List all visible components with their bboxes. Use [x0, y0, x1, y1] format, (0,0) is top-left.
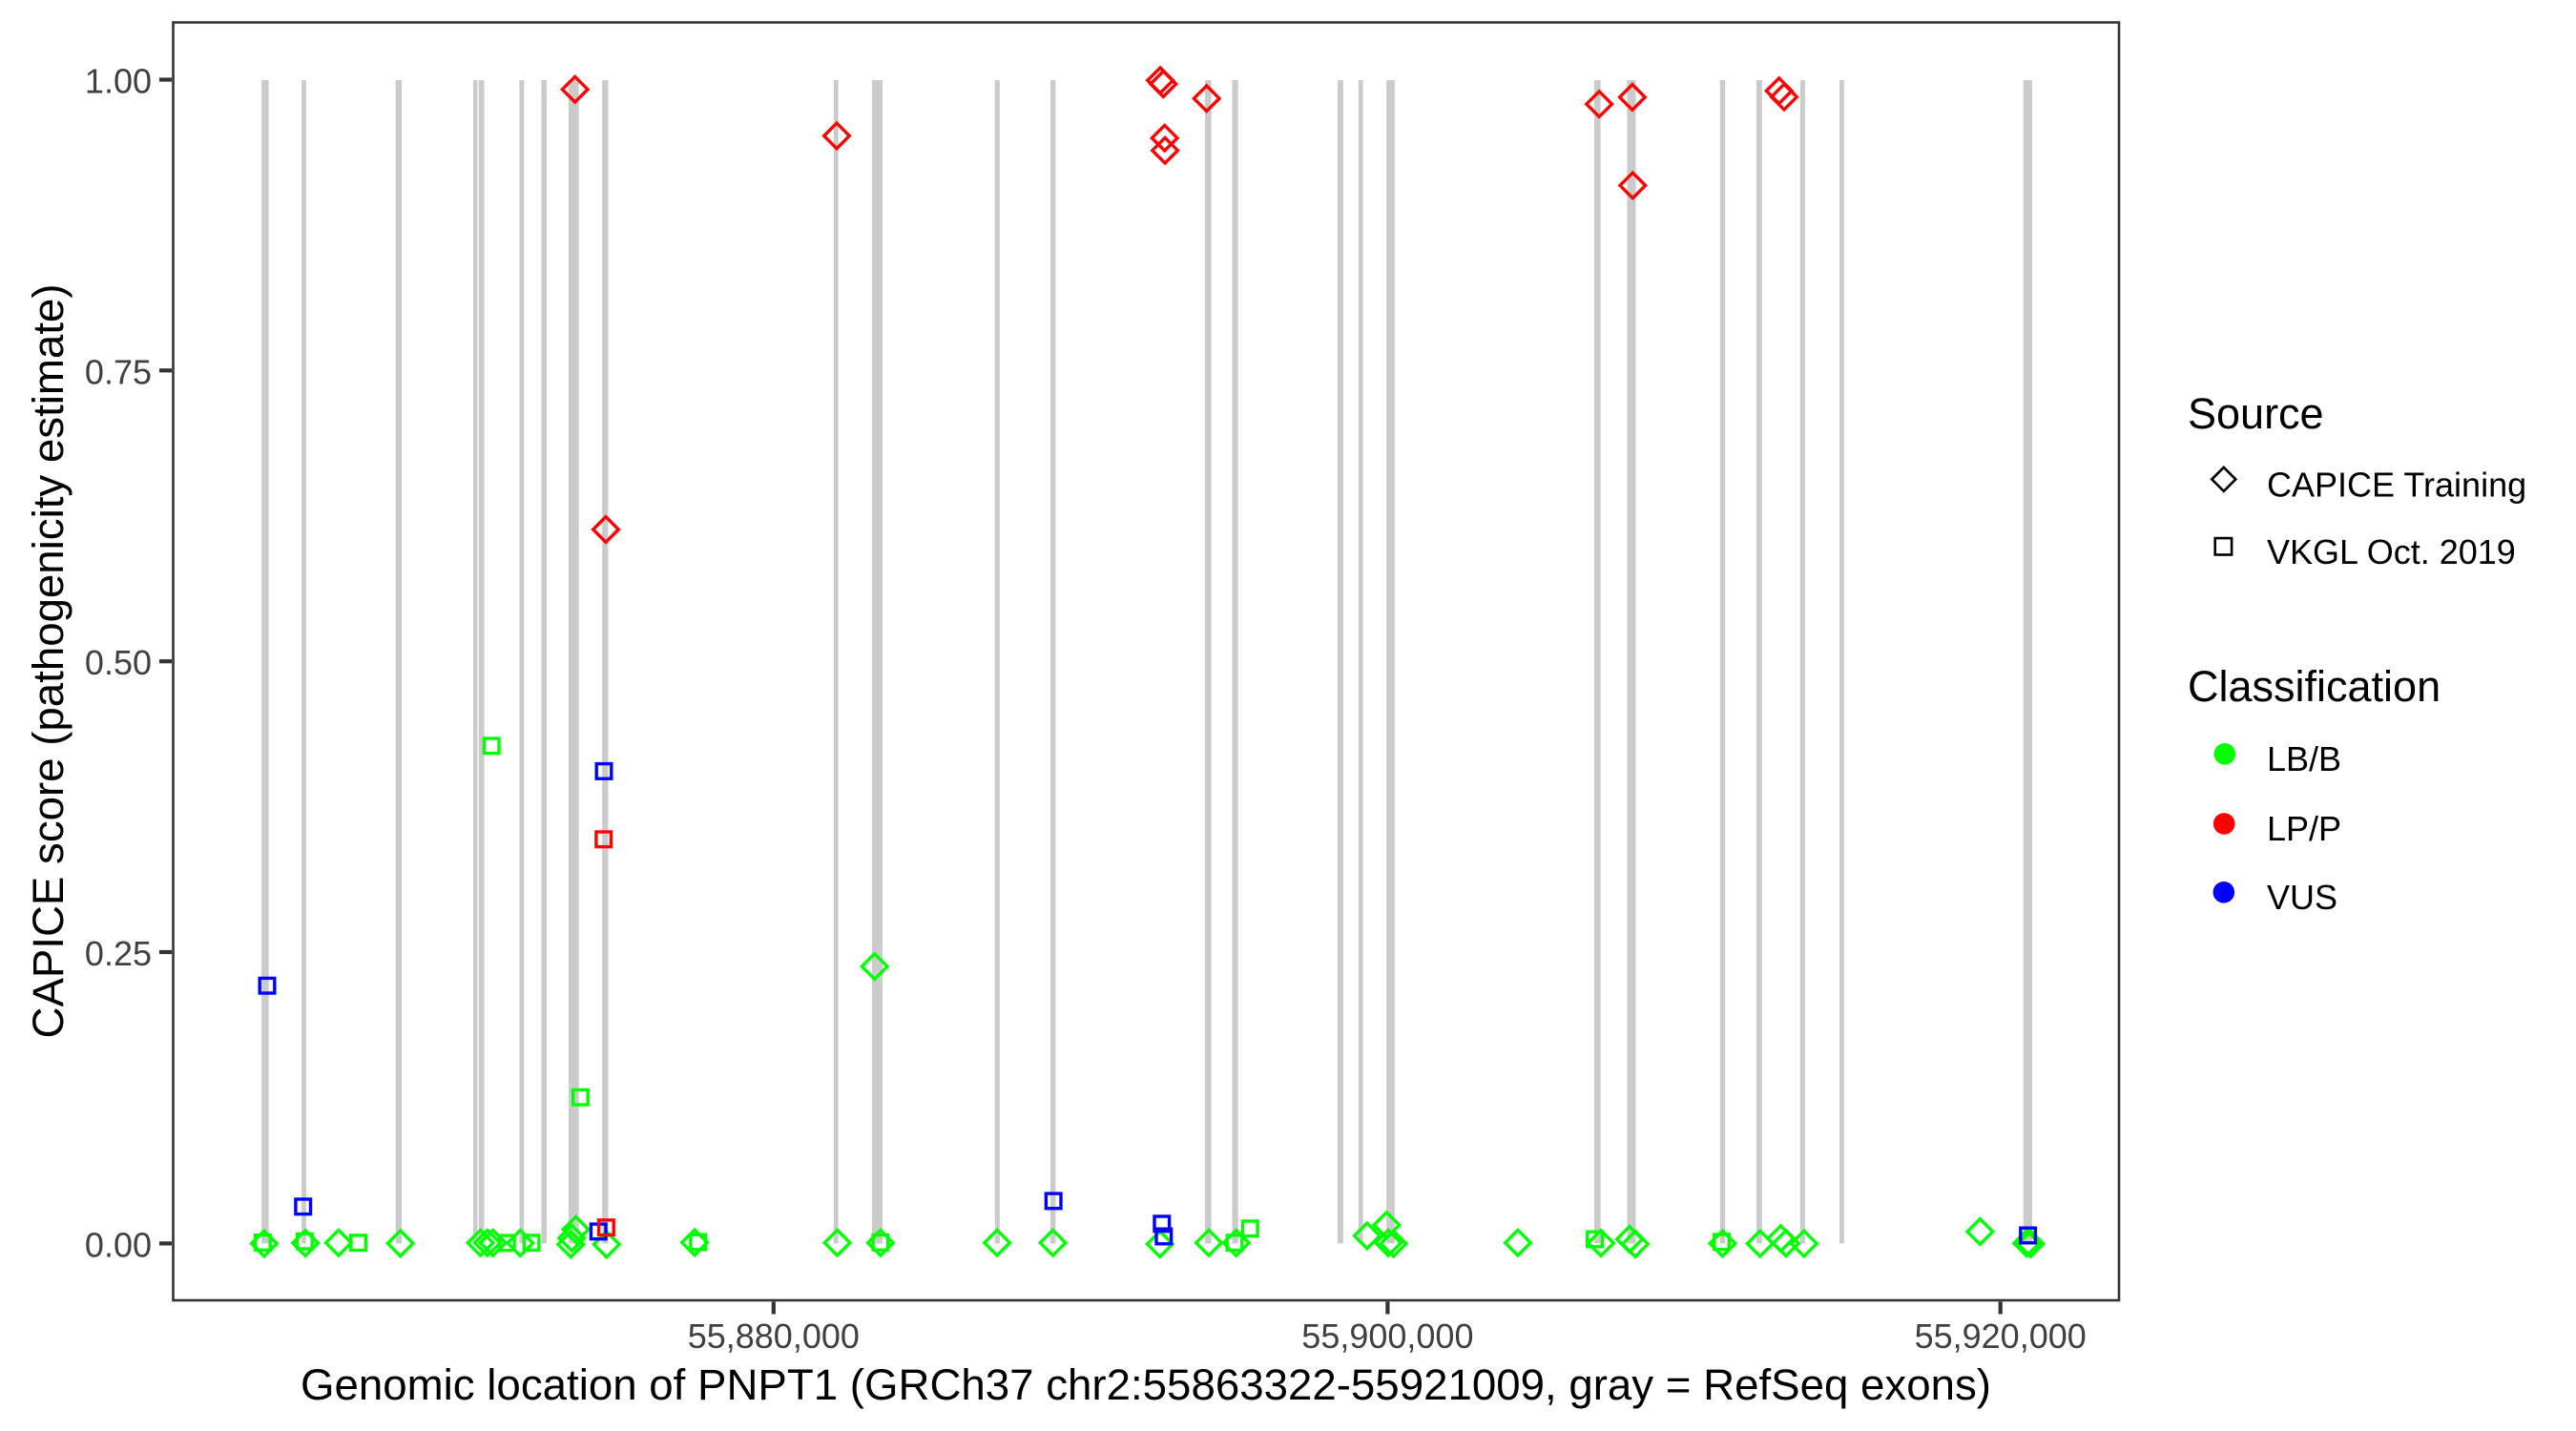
svg-text:55,880,000: 55,880,000 — [688, 1317, 860, 1356]
svg-text:LP/P: LP/P — [2267, 809, 2341, 848]
svg-text:CAPICE score (pathogenicity es: CAPICE score (pathogenicity estimate) — [24, 284, 73, 1039]
svg-text:Source: Source — [2188, 389, 2324, 438]
svg-text:Genomic location of PNPT1 (GRC: Genomic location of PNPT1 (GRCh37 chr2:5… — [301, 1360, 1991, 1409]
svg-text:0.75: 0.75 — [85, 352, 152, 391]
svg-text:LB/B: LB/B — [2267, 739, 2341, 778]
svg-text:0.00: 0.00 — [85, 1225, 152, 1264]
svg-text:VKGL Oct. 2019: VKGL Oct. 2019 — [2267, 532, 2516, 571]
svg-text:0.25: 0.25 — [85, 934, 152, 973]
svg-text:1.00: 1.00 — [85, 62, 152, 101]
svg-text:Classification: Classification — [2188, 662, 2441, 711]
svg-text:55,900,000: 55,900,000 — [1301, 1317, 1473, 1356]
svg-text:0.50: 0.50 — [85, 643, 152, 682]
svg-text:CAPICE Training: CAPICE Training — [2267, 466, 2526, 505]
svg-text:VUS: VUS — [2267, 878, 2337, 917]
svg-text:55,920,000: 55,920,000 — [1915, 1317, 2087, 1356]
